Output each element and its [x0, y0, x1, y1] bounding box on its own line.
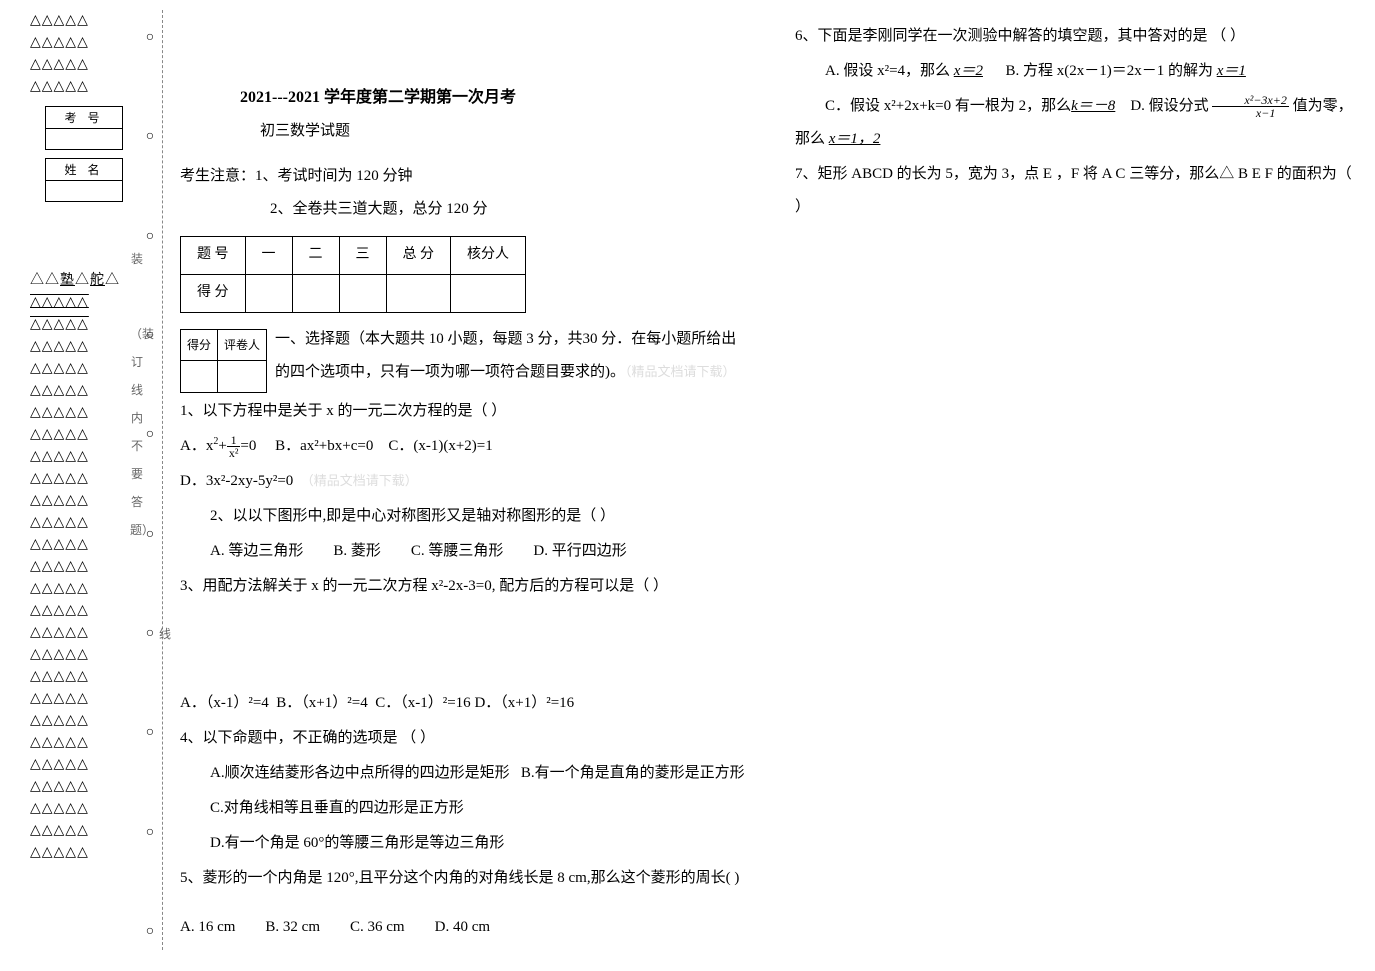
question-3: 3、用配方法解关于 x 的一元二次方程 x²-2x-3=0, 配方后的方程可以是…: [180, 570, 745, 603]
exam-notice-2: 2、全卷共三道大题，总分 120 分: [270, 193, 745, 226]
circle-icon: ○: [146, 725, 154, 741]
question-1-option-d: D．3x²-2xy-5y²=0 （精品文档请下载）: [180, 465, 745, 498]
question-6-options-ab: A. 假设 x²=4，那么 x＝2 B. 方程 x(2x－1)＝2x－1 的解为…: [795, 55, 1360, 88]
binding-label-bottom: 线: [158, 620, 172, 648]
table-row: 得 分: [181, 274, 526, 312]
binding-label-top: 装: [130, 245, 144, 273]
question-6-options-cd: C．假设 x²+2x+k=0 有一根为 2，那么k＝－8 D. 假设分式 x²−…: [795, 90, 1360, 156]
question-2-options: A. 等边三角形B. 菱形C. 等腰三角形D. 平行四边形: [180, 535, 745, 568]
scorer-table: 得分评卷人: [180, 329, 267, 393]
name-value[interactable]: [46, 181, 122, 201]
question-6: 6、下面是李刚同学在一次测验中解答的填空题，其中答对的是 （ ）: [795, 20, 1360, 53]
exam-notice: 考生注意：1、考试时间为 120 分钟: [180, 160, 745, 193]
exam-number-label: 考 号: [46, 107, 122, 129]
circle-icon: ○: [146, 427, 154, 443]
question-1: 1、以下方程中是关于 x 的一元二次方程的是（ ）: [180, 395, 745, 428]
question-1-options: A．x2+1x²=0 B．ax²+bx+c=0 C．(x-1)(x+2)=1: [180, 430, 745, 463]
question-4-option-d: D.有一个角是 60°的等腰三角形是等边三角形: [180, 827, 745, 860]
question-4-option-c: C.对角线相等且垂直的四边形是正方形: [180, 792, 745, 825]
question-5-options: A. 16 cmB. 32 cmC. 36 cmD. 40 cm: [180, 911, 745, 944]
name-box: 姓 名: [45, 158, 123, 202]
question-4: 4、以下命题中，不正确的选项是 （ ）: [180, 722, 745, 755]
name-label: 姓 名: [46, 159, 122, 181]
exam-subtitle: 初三数学试题: [260, 115, 745, 148]
binding-label-mid: （装订线内不要答题）: [130, 320, 144, 544]
question-4-options: A.顺次连结菱形各边中点所得的四边形是矩形 B.有一个角是直角的菱形是正方形: [180, 757, 745, 790]
question-3-options: A．（x-1）²=4 B．（x+1）²=4 C．（x-1）²=16 D．（x+1…: [180, 687, 745, 720]
circle-icon: ○: [146, 626, 154, 642]
question-2: 2、以以下图形中,即是中心对称图形又是轴对称图形的是（ ）: [180, 500, 745, 533]
circle-icon: ○: [146, 129, 154, 145]
circle-icon: ○: [146, 229, 154, 245]
main-content: 2021---2021 学年度第二学期第一次月考 初三数学试题 考生注意：1、考…: [180, 20, 1360, 950]
section-1-intro: 一、选择题（本大题共 10 小题，每题 3 分，共30 分．在每小题所给出的四个…: [275, 331, 736, 380]
exam-title: 2021---2021 学年度第二学期第一次月考: [240, 80, 745, 115]
circle-icon: ○: [146, 30, 154, 46]
section-1-header: 得分评卷人 一、选择题（本大题共 10 小题，每题 3 分，共30 分．在每小题…: [180, 323, 745, 393]
circle-icon: ○: [146, 825, 154, 841]
score-table: 题 号 一 二 三 总 分 核分人 得 分: [180, 236, 526, 313]
circle-icon: ○: [146, 924, 154, 940]
exam-number-box: 考 号: [45, 106, 123, 150]
binding-dashed-line: [162, 10, 163, 950]
table-row: 题 号 一 二 三 总 分 核分人: [181, 237, 526, 275]
exam-number-value[interactable]: [46, 129, 122, 149]
question-7: 7、矩形 ABCD 的长为 5，宽为 3，点 E ，F 将 A C 三等分，那么…: [795, 158, 1360, 224]
question-5: 5、菱形的一个内角是 120°,且平分这个内角的对角线长是 8 cm,那么这个菱…: [180, 862, 745, 895]
